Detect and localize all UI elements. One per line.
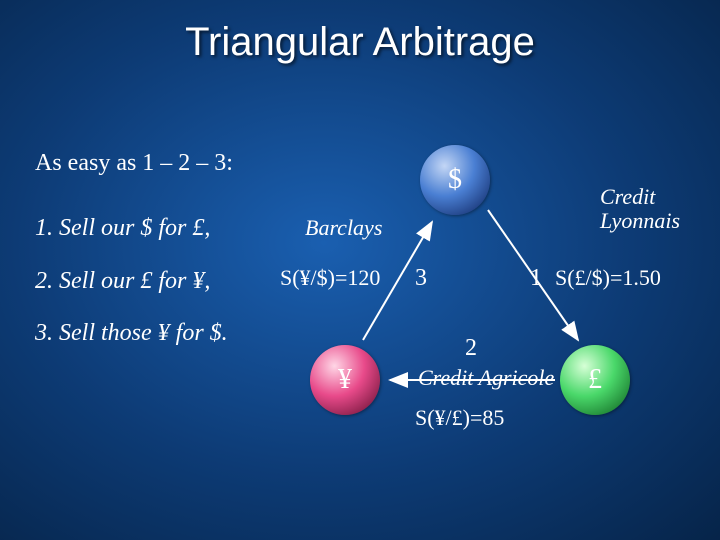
node-yen-symbol: ¥ [338, 364, 352, 396]
node-pound-symbol: £ [588, 364, 602, 396]
arrow-number-1: 1 [530, 265, 542, 292]
slide-title: Triangular Arbitrage [0, 20, 720, 65]
slide: Triangular Arbitrage As easy as 1 – 2 – … [0, 0, 720, 540]
rate-yen-dollar: S(¥/$)=120 [280, 265, 380, 291]
bank-barclays: Barclays [305, 215, 382, 241]
bank-credit-lyonnais: Credit Lyonnais [600, 185, 710, 234]
node-yen: ¥ [310, 345, 380, 415]
bank-credit-agricole: Credit Agricole [418, 365, 554, 391]
step-1: 1. Sell our $ for £, [35, 215, 210, 242]
step-2: 2. Sell our £ for ¥, [35, 268, 210, 295]
node-dollar: $ [420, 145, 490, 215]
node-pound: £ [560, 345, 630, 415]
rate-yen-pound: S(¥/£)=85 [415, 405, 504, 431]
subtitle: As easy as 1 – 2 – 3: [35, 150, 233, 177]
node-dollar-symbol: $ [448, 164, 462, 196]
rate-pound-dollar: S(£/$)=1.50 [555, 265, 661, 291]
arrow-number-3: 3 [415, 265, 427, 292]
arrow-number-2: 2 [465, 335, 477, 362]
step-3: 3. Sell those ¥ for $. [35, 320, 228, 347]
